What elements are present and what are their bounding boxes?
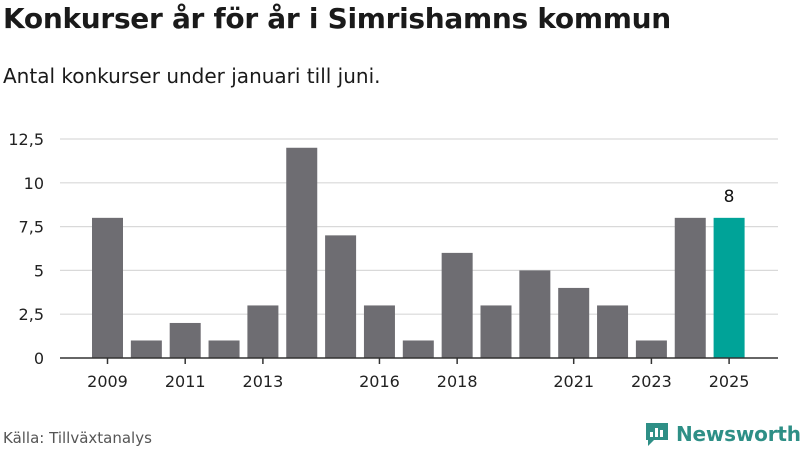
- bar-2013: [247, 305, 279, 358]
- bar-2025: [713, 217, 745, 358]
- y-tick-label: 10: [24, 174, 44, 193]
- x-tick-label: 2016: [359, 372, 400, 391]
- x-tick-label: 2021: [553, 372, 594, 391]
- data-label: 8: [724, 187, 735, 207]
- bar-2021: [558, 287, 590, 358]
- x-tick-label: 2018: [437, 372, 478, 391]
- x-tick-label: 2025: [709, 372, 750, 391]
- x-tick-label: 2009: [87, 372, 128, 391]
- bar-2016: [363, 305, 395, 358]
- y-tick-label: 12,5: [8, 130, 44, 149]
- y-tick-label: 7,5: [19, 218, 44, 237]
- source-note: Källa: Tillväxtanalys: [3, 429, 152, 447]
- bar-2014: [286, 147, 318, 358]
- bar-2024: [674, 217, 706, 358]
- chart-title: Konkurser år för år i Simrishamns kommun: [3, 2, 671, 35]
- y-tick-label: 2,5: [19, 305, 44, 324]
- y-tick-label: 5: [34, 261, 44, 280]
- bar-2011: [169, 322, 201, 358]
- brand-logo: Newsworthy: [644, 420, 800, 448]
- bar-2018: [441, 252, 473, 358]
- bar-2012: [208, 340, 240, 358]
- bar-2015: [325, 235, 357, 358]
- bar-2020: [519, 270, 551, 358]
- newsworthy-logo-icon: [646, 423, 668, 446]
- bar-2009: [92, 217, 123, 358]
- bar-2022: [597, 305, 629, 358]
- x-tick-label: 2011: [165, 372, 206, 391]
- bar-2017: [402, 340, 434, 358]
- bar-2019: [480, 305, 512, 358]
- y-tick-label: 0: [34, 349, 44, 368]
- bar-2023: [635, 340, 667, 358]
- bar-2010: [130, 340, 162, 358]
- brand-name: Newsworthy: [676, 422, 800, 446]
- x-tick-label: 2023: [631, 372, 672, 391]
- x-tick-label: 2013: [243, 372, 284, 391]
- chart-subtitle: Antal konkurser under januari till juni.: [3, 64, 381, 88]
